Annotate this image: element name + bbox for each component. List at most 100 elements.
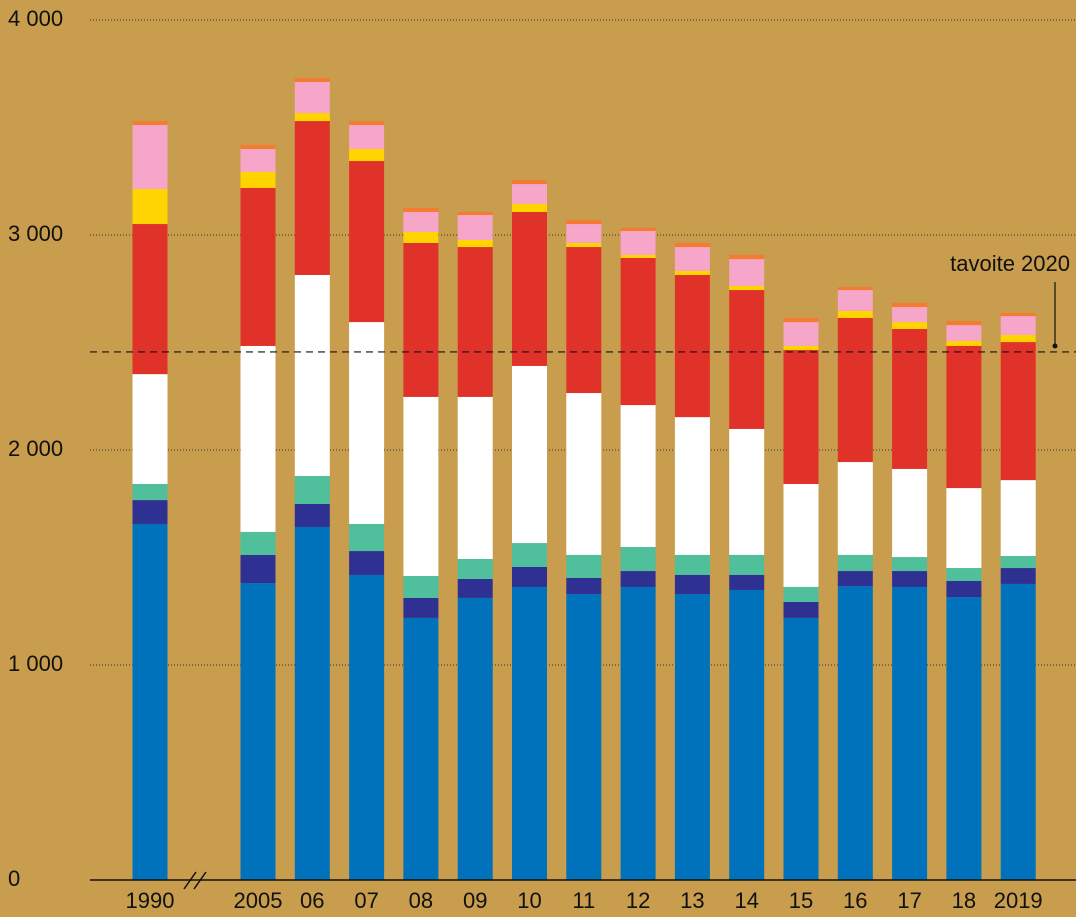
bar-segment <box>349 161 385 323</box>
x-tick-label: 14 <box>734 888 758 913</box>
x-tick-label: 1990 <box>126 888 175 913</box>
bar-segment <box>674 417 710 555</box>
bar-segment <box>294 476 330 504</box>
bar-segment <box>783 602 819 618</box>
x-tick-label: 2019 <box>994 888 1043 913</box>
bar-segment <box>566 554 602 578</box>
bar-segment <box>349 551 385 575</box>
bar-segment <box>620 546 656 572</box>
bar-segment <box>566 393 602 555</box>
bar-segment <box>512 586 547 880</box>
bar-segment <box>892 571 928 587</box>
bar-segment <box>512 365 547 544</box>
bar-segment <box>457 247 493 397</box>
bar-segment <box>403 575 439 598</box>
bar-segment <box>132 224 168 375</box>
bar-segment <box>566 224 602 243</box>
bar-segment <box>1000 480 1036 556</box>
bar-segment <box>132 124 168 189</box>
x-tick-label: 15 <box>789 888 813 913</box>
bar-segment <box>132 121 168 125</box>
bar-segment <box>620 586 656 880</box>
bar-segment <box>674 274 710 418</box>
bar-segment <box>457 215 493 240</box>
bar-segment <box>294 503 330 527</box>
bar-segment <box>132 500 168 524</box>
y-tick-label: 4 000 <box>8 6 63 31</box>
bar-segment <box>294 78 330 82</box>
x-tick-label: 09 <box>463 888 487 913</box>
bar-segment <box>403 211 439 232</box>
bar-segment <box>349 121 385 125</box>
bar-segment <box>512 204 547 212</box>
y-tick-label: 1 000 <box>8 651 63 676</box>
bar-segment <box>892 586 928 880</box>
bar-segment <box>729 290 765 429</box>
y-tick-label: 2 000 <box>8 436 63 461</box>
bar-segment <box>403 396 439 576</box>
x-tick-label: 07 <box>354 888 378 913</box>
bar-segment <box>349 322 385 524</box>
bar-segment <box>566 242 602 248</box>
bar-segment <box>1000 555 1036 569</box>
bar-segment <box>892 557 928 572</box>
bar-segment <box>457 396 493 560</box>
bar-segment <box>892 328 928 469</box>
bar-segment <box>294 121 330 275</box>
bar-segment <box>729 259 765 286</box>
bar-segment <box>1000 342 1036 481</box>
bar-segment <box>240 172 276 188</box>
bar-segment <box>457 559 493 579</box>
bar-segment <box>1000 334 1036 343</box>
bar-segment <box>946 597 982 880</box>
bar-segment <box>457 239 493 248</box>
y-tick-label: 0 <box>8 866 20 891</box>
bar-segment <box>512 566 547 587</box>
bar-segment <box>674 574 710 595</box>
bar-segment <box>837 571 873 587</box>
target-pointer-dot <box>1052 343 1058 349</box>
bar-segment <box>294 526 330 880</box>
bar-segment <box>457 579 493 598</box>
bar-segment <box>294 113 330 122</box>
bar-segment <box>674 594 710 880</box>
bar-segment <box>674 247 710 271</box>
bar-segment <box>403 207 439 212</box>
x-tick-label: 12 <box>626 888 650 913</box>
bar-segment <box>566 577 602 595</box>
bar-segment <box>132 188 168 225</box>
x-tick-label: 18 <box>952 888 976 913</box>
bar-segment <box>294 81 330 114</box>
bar-segment <box>512 543 547 567</box>
bar-segment <box>946 568 982 581</box>
bar-segment <box>837 462 873 555</box>
axis-break <box>183 871 207 890</box>
bar-segment <box>1000 313 1036 317</box>
bar-segment <box>620 258 656 406</box>
x-tick-label: 06 <box>300 888 324 913</box>
x-tick-label: 11 <box>572 888 595 913</box>
bar-segment <box>620 405 656 547</box>
bar-segment <box>566 594 602 880</box>
bar-segment <box>837 290 873 311</box>
bar-segment <box>946 488 982 569</box>
bar-segment <box>674 270 710 275</box>
bar-segment <box>240 149 276 173</box>
bar-segment <box>892 302 928 308</box>
bar-segment <box>240 345 276 532</box>
bar-segment <box>240 583 276 880</box>
bar-segment <box>349 574 385 880</box>
bar-segment <box>783 345 819 351</box>
x-tick-label: 13 <box>680 888 704 913</box>
bar-segment <box>403 617 439 880</box>
bar-segment <box>729 254 765 260</box>
bar-segment <box>783 617 819 880</box>
bar-segment <box>349 149 385 162</box>
bar-segment <box>620 230 656 255</box>
y-tick-label: 3 000 <box>8 221 63 246</box>
bar-segment <box>837 554 873 572</box>
bar-segment <box>729 574 765 590</box>
bar-segment <box>729 554 765 575</box>
bar-segment <box>620 227 656 231</box>
